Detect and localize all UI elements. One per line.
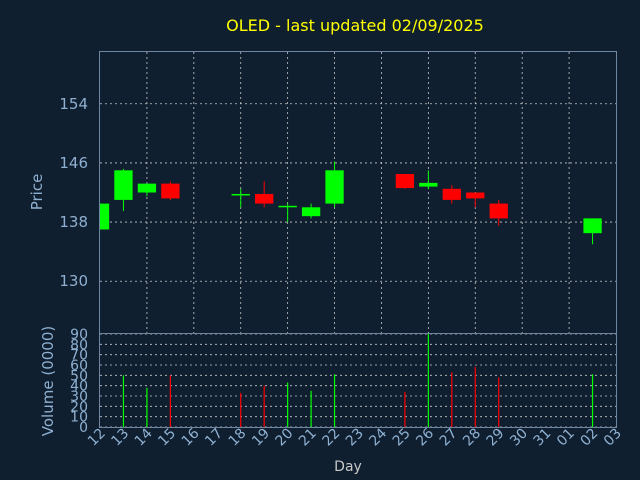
price-tick-labels: 130 138 146 154 bbox=[59, 95, 88, 290]
day-tick-label: 12 bbox=[85, 426, 109, 450]
candle bbox=[301, 203, 321, 219]
volume-tick-label: 20 bbox=[70, 399, 88, 415]
volume-axis-label: Volume (0000) bbox=[39, 326, 57, 436]
candle bbox=[278, 203, 297, 223]
candlestick-series bbox=[99, 161, 602, 245]
candle-body bbox=[100, 203, 110, 230]
volume-plot-frame bbox=[99, 333, 617, 428]
day-tick-label: 13 bbox=[108, 426, 132, 450]
volume-series bbox=[122, 334, 594, 427]
day-tick-label: 30 bbox=[507, 426, 531, 450]
candle bbox=[255, 181, 274, 208]
day-tick-label: 27 bbox=[437, 426, 461, 450]
day-tick-label: 26 bbox=[413, 425, 437, 449]
price-tick-label: 130 bbox=[59, 272, 88, 290]
candle-body bbox=[114, 170, 133, 200]
candle-body bbox=[395, 174, 415, 189]
day-tick-label: 15 bbox=[155, 426, 179, 450]
candle bbox=[583, 218, 602, 245]
day-tick-label: 19 bbox=[249, 426, 273, 450]
volume-tick-label: 90 bbox=[70, 327, 88, 343]
candle bbox=[466, 192, 485, 208]
candle bbox=[231, 188, 250, 208]
candle-body bbox=[161, 183, 180, 199]
candle-body bbox=[489, 203, 508, 219]
day-tick-label: 02 bbox=[577, 426, 601, 450]
candle bbox=[489, 199, 508, 226]
price-axis-label: Price bbox=[28, 174, 46, 211]
day-tick-labels: 12 13 14 15 16 17 18 19 20 21 22 23 24 25 26 27 28 29 30 31… bbox=[85, 425, 625, 449]
day-tick-label: 03 bbox=[601, 426, 625, 450]
price-tick-label: 146 bbox=[59, 154, 88, 172]
price-tick-label: 154 bbox=[59, 95, 88, 113]
day-tick-label: 14 bbox=[132, 425, 156, 449]
day-tick-label: 25 bbox=[390, 426, 414, 450]
day-tick-label: 29 bbox=[484, 426, 508, 450]
chart-title: OLED - last updated 02/09/2025 bbox=[226, 16, 484, 35]
day-tick-label: 22 bbox=[319, 426, 343, 450]
candle bbox=[99, 203, 110, 230]
candle-body bbox=[278, 205, 297, 208]
day-tick-label: 16 bbox=[179, 425, 203, 449]
volume-tick-label: 70 bbox=[70, 348, 88, 364]
candle-body bbox=[231, 193, 250, 196]
day-tick-label: 24 bbox=[366, 425, 390, 449]
volume-gridlines bbox=[100, 333, 616, 428]
volume-tick-label: 80 bbox=[70, 337, 88, 353]
candle-body bbox=[255, 193, 274, 204]
candle-body bbox=[442, 188, 461, 200]
candle-body bbox=[301, 207, 321, 217]
candle bbox=[395, 174, 415, 189]
volume-tick-label: 50 bbox=[70, 368, 88, 384]
candle bbox=[114, 168, 133, 211]
day-tick-label: 17 bbox=[202, 426, 226, 450]
day-tick-label: 20 bbox=[273, 426, 297, 450]
volume-tick-label: 40 bbox=[70, 379, 88, 395]
candle-body bbox=[583, 218, 602, 234]
volume-tick-label: 10 bbox=[70, 410, 88, 426]
candle bbox=[137, 183, 157, 197]
candle-body bbox=[137, 183, 157, 193]
volume-tick-label: 0 bbox=[79, 420, 88, 436]
volume-tick-label: 30 bbox=[70, 389, 88, 405]
candle bbox=[442, 185, 461, 204]
day-tick-label: 01 bbox=[554, 426, 578, 450]
candle bbox=[325, 161, 344, 208]
volume-tick-label: 60 bbox=[70, 358, 88, 374]
price-tick-label: 138 bbox=[59, 213, 88, 231]
candle-body bbox=[466, 192, 485, 199]
x-axis-label: Day bbox=[334, 459, 362, 475]
candle bbox=[161, 181, 180, 200]
day-tick-label: 18 bbox=[226, 426, 250, 450]
day-tick-label: 31 bbox=[531, 426, 555, 450]
candle-body bbox=[325, 170, 344, 204]
day-tick-label: 28 bbox=[460, 426, 484, 450]
day-tick-label: 23 bbox=[343, 426, 367, 450]
day-tick-label: 21 bbox=[296, 426, 320, 450]
candle bbox=[419, 170, 438, 189]
candle-body bbox=[419, 182, 438, 187]
